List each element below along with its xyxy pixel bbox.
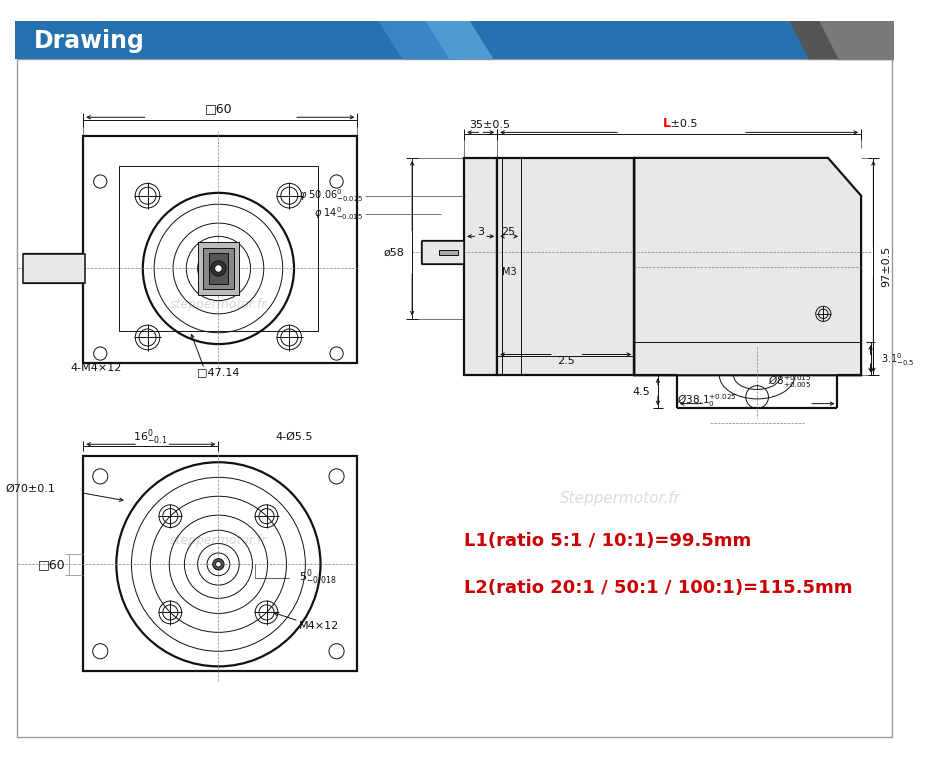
Text: steppermotor.fr: steppermotor.fr [169,534,267,547]
Text: 4.5: 4.5 [632,388,650,397]
Text: □47.14: □47.14 [197,367,240,378]
Text: 16$^0_{-0.1}$: 16$^0_{-0.1}$ [133,427,167,447]
Text: L2(ratio 20:1 / 50:1 / 100:1)=115.5mm: L2(ratio 20:1 / 50:1 / 100:1)=115.5mm [464,579,853,597]
Text: $5^0_{-0.018}$: $5^0_{-0.018}$ [299,568,336,587]
Text: 97±0.5: 97±0.5 [882,246,892,287]
Bar [84,455,357,671]
Text: □60: □60 [205,103,232,116]
Text: $3.1^0_{-0.5}$: $3.1^0_{-0.5}$ [881,351,914,368]
Text: Drawing: Drawing [34,29,145,52]
Bar [84,136,357,363]
Text: 2.5: 2.5 [557,356,575,366]
Circle shape [211,261,226,276]
Text: L: L [662,117,671,131]
Text: Stepper
Motor.fr: Stepper Motor.fr [585,255,656,297]
Bar [209,253,228,283]
Bar [119,166,318,331]
Text: $Ø38.1^{+0.025}_{0}$: $Ø38.1^{+0.025}_{0}$ [677,392,737,409]
Circle shape [213,559,224,570]
Polygon shape [498,158,634,375]
Text: 35±0.5: 35±0.5 [469,120,510,130]
Polygon shape [790,21,838,59]
Polygon shape [809,21,894,59]
Text: M3: M3 [502,268,516,277]
Text: Steppermotor.fr: Steppermotor.fr [560,491,681,505]
Polygon shape [426,21,493,59]
Text: 3: 3 [477,226,484,236]
Text: 4-M4×12: 4-M4×12 [70,363,122,372]
Bar [15,21,894,59]
Text: Ø70±0.1: Ø70±0.1 [5,483,55,494]
Text: $Ø8^{+0.015}_{+0.005}$: $Ø8^{+0.015}_{+0.005}$ [768,373,812,391]
Text: ø58: ø58 [384,248,405,258]
Circle shape [215,264,222,272]
Bar [439,249,458,255]
Text: ±0.5: ±0.5 [668,119,698,129]
Polygon shape [379,21,459,59]
Polygon shape [421,241,464,264]
Bar [197,242,239,295]
Circle shape [216,562,221,567]
Text: L1(ratio 5:1 / 10:1)=99.5mm: L1(ratio 5:1 / 10:1)=99.5mm [464,532,751,549]
Text: □60: □60 [38,558,65,571]
Text: steppermotor.fr: steppermotor.fr [169,298,267,311]
Polygon shape [464,158,498,375]
Text: 25: 25 [501,226,515,236]
Bar [204,248,233,290]
Text: M4×12: M4×12 [299,621,339,631]
Bar [22,255,86,283]
Text: $φ\ 14^{0}_{-0.015}$: $φ\ 14^{0}_{-0.015}$ [314,205,363,222]
Text: 4-Ø5.5: 4-Ø5.5 [275,432,312,442]
Text: $φ\ 50.06^{0}_{-0.025}$: $φ\ 50.06^{0}_{-0.025}$ [299,187,363,204]
Polygon shape [634,158,861,375]
